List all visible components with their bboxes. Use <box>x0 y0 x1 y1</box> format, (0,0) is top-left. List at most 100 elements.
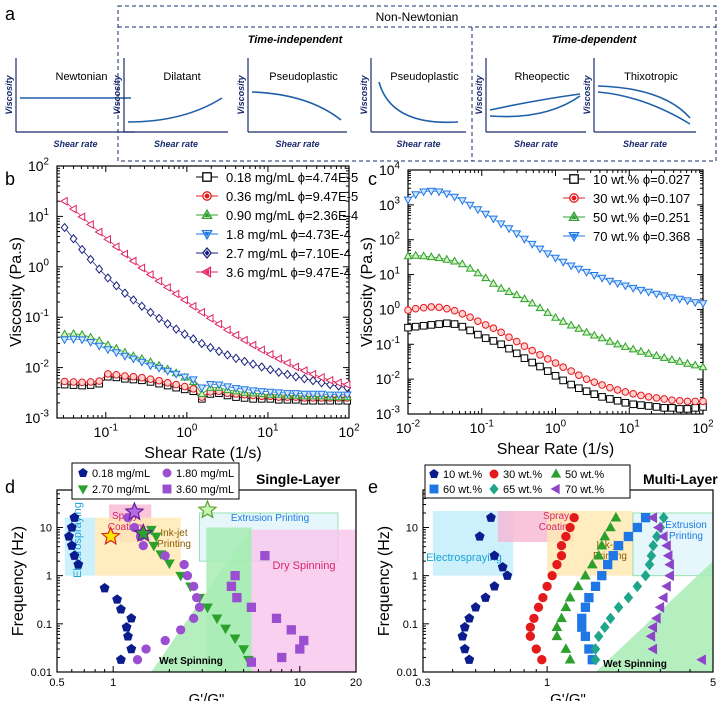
data-point <box>488 215 498 224</box>
data-point <box>229 634 241 645</box>
data-point <box>698 300 708 309</box>
data-point <box>180 382 189 391</box>
data-point <box>646 549 657 562</box>
legend-entry: 10 wt.% ϕ=0.027 <box>593 172 690 187</box>
data-point <box>519 294 529 303</box>
data-point <box>150 532 162 543</box>
data-point <box>283 369 292 380</box>
data-point <box>628 284 638 293</box>
data-point <box>690 360 700 369</box>
sketch-curve <box>378 81 459 124</box>
data-point <box>256 345 265 355</box>
data-point <box>556 551 567 561</box>
data-point <box>162 282 171 292</box>
data-point <box>77 485 89 495</box>
data-point <box>473 206 483 215</box>
data-point <box>95 377 104 385</box>
data-point <box>525 622 536 632</box>
data-point <box>504 286 514 295</box>
data-point <box>613 339 623 348</box>
region-label-line: Printing <box>669 531 703 542</box>
x-tick-label: 101 <box>257 423 278 440</box>
sketch-y-label: Viscosity <box>236 74 246 114</box>
data-point <box>458 309 467 318</box>
chart-title: Single-Layer <box>256 471 341 487</box>
data-point <box>426 252 436 261</box>
data-point <box>489 581 500 591</box>
chart-title: Multi-Layer <box>643 471 718 487</box>
data-point <box>580 602 591 612</box>
series-5 <box>124 501 145 521</box>
data-point <box>78 468 88 478</box>
sketch-y-label: Viscosity <box>359 74 369 114</box>
data-point <box>232 353 240 364</box>
group-non-newtonian: Non-Newtonian <box>376 10 459 24</box>
data-point <box>654 601 665 613</box>
data-point <box>577 622 587 632</box>
legend-entry: 2.7 mg/mL ϕ=7.10E-4 <box>226 246 351 261</box>
data-point <box>657 592 668 603</box>
region-label: Wet Spinning <box>603 659 667 670</box>
data-point <box>77 212 86 222</box>
data-point <box>86 339 96 347</box>
data-point <box>667 294 677 303</box>
data-point <box>637 401 645 409</box>
data-point <box>240 356 249 367</box>
data-point <box>333 378 342 388</box>
data-point <box>519 235 529 244</box>
data-point <box>77 336 87 345</box>
data-point <box>629 400 637 409</box>
data-point <box>527 240 537 249</box>
data-point <box>176 625 186 635</box>
data-point <box>661 580 671 592</box>
data-point <box>282 358 291 368</box>
data-point <box>450 306 459 315</box>
non-newtonian-box <box>117 5 717 162</box>
data-point <box>597 571 607 581</box>
data-point <box>598 381 606 389</box>
data-point <box>204 211 210 218</box>
data-point <box>528 358 536 367</box>
data-point <box>668 404 676 412</box>
data-point <box>623 531 634 542</box>
data-point <box>160 635 170 646</box>
x-axis-label: Shear Rate (1/s) <box>144 445 261 462</box>
data-point <box>505 333 513 341</box>
data-point <box>489 469 499 479</box>
x-axis-label: G'/G" <box>550 691 586 701</box>
data-point <box>598 393 606 401</box>
y-tick-label: 10-3 <box>25 409 50 426</box>
y-tick-label: 102 <box>28 157 49 174</box>
data-point <box>450 256 460 265</box>
data-point <box>419 303 428 312</box>
data-point <box>103 234 111 244</box>
data-point <box>238 645 250 655</box>
series-line <box>64 200 348 385</box>
data-point <box>435 320 443 328</box>
data-point <box>162 468 172 478</box>
data-point <box>64 531 74 541</box>
data-point <box>188 376 198 385</box>
data-point <box>683 297 692 306</box>
data-point <box>597 274 607 283</box>
y-tick-label: 10-2 <box>376 370 400 387</box>
data-point <box>543 307 553 316</box>
data-point <box>504 225 514 234</box>
y-tick-label: 10-3 <box>376 405 401 422</box>
data-point <box>85 220 94 230</box>
data-point <box>559 376 567 385</box>
series-line <box>64 373 348 399</box>
data-point <box>582 327 592 336</box>
plot-frame <box>56 165 350 419</box>
data-point <box>299 366 308 376</box>
data-point <box>197 338 206 349</box>
rheology-sketch-4: Rheopectic Shear rate Viscosity <box>474 58 586 149</box>
sketch-y-label: Viscosity <box>112 74 122 114</box>
legend-entry: 0.36 mg/mL ϕ=9.47E-5 <box>226 189 358 204</box>
data-point <box>427 321 436 329</box>
data-point <box>214 319 223 329</box>
data-point <box>308 390 318 399</box>
data-point <box>564 591 576 602</box>
data-point <box>282 390 292 399</box>
y-tick-label: 100 <box>28 258 50 275</box>
